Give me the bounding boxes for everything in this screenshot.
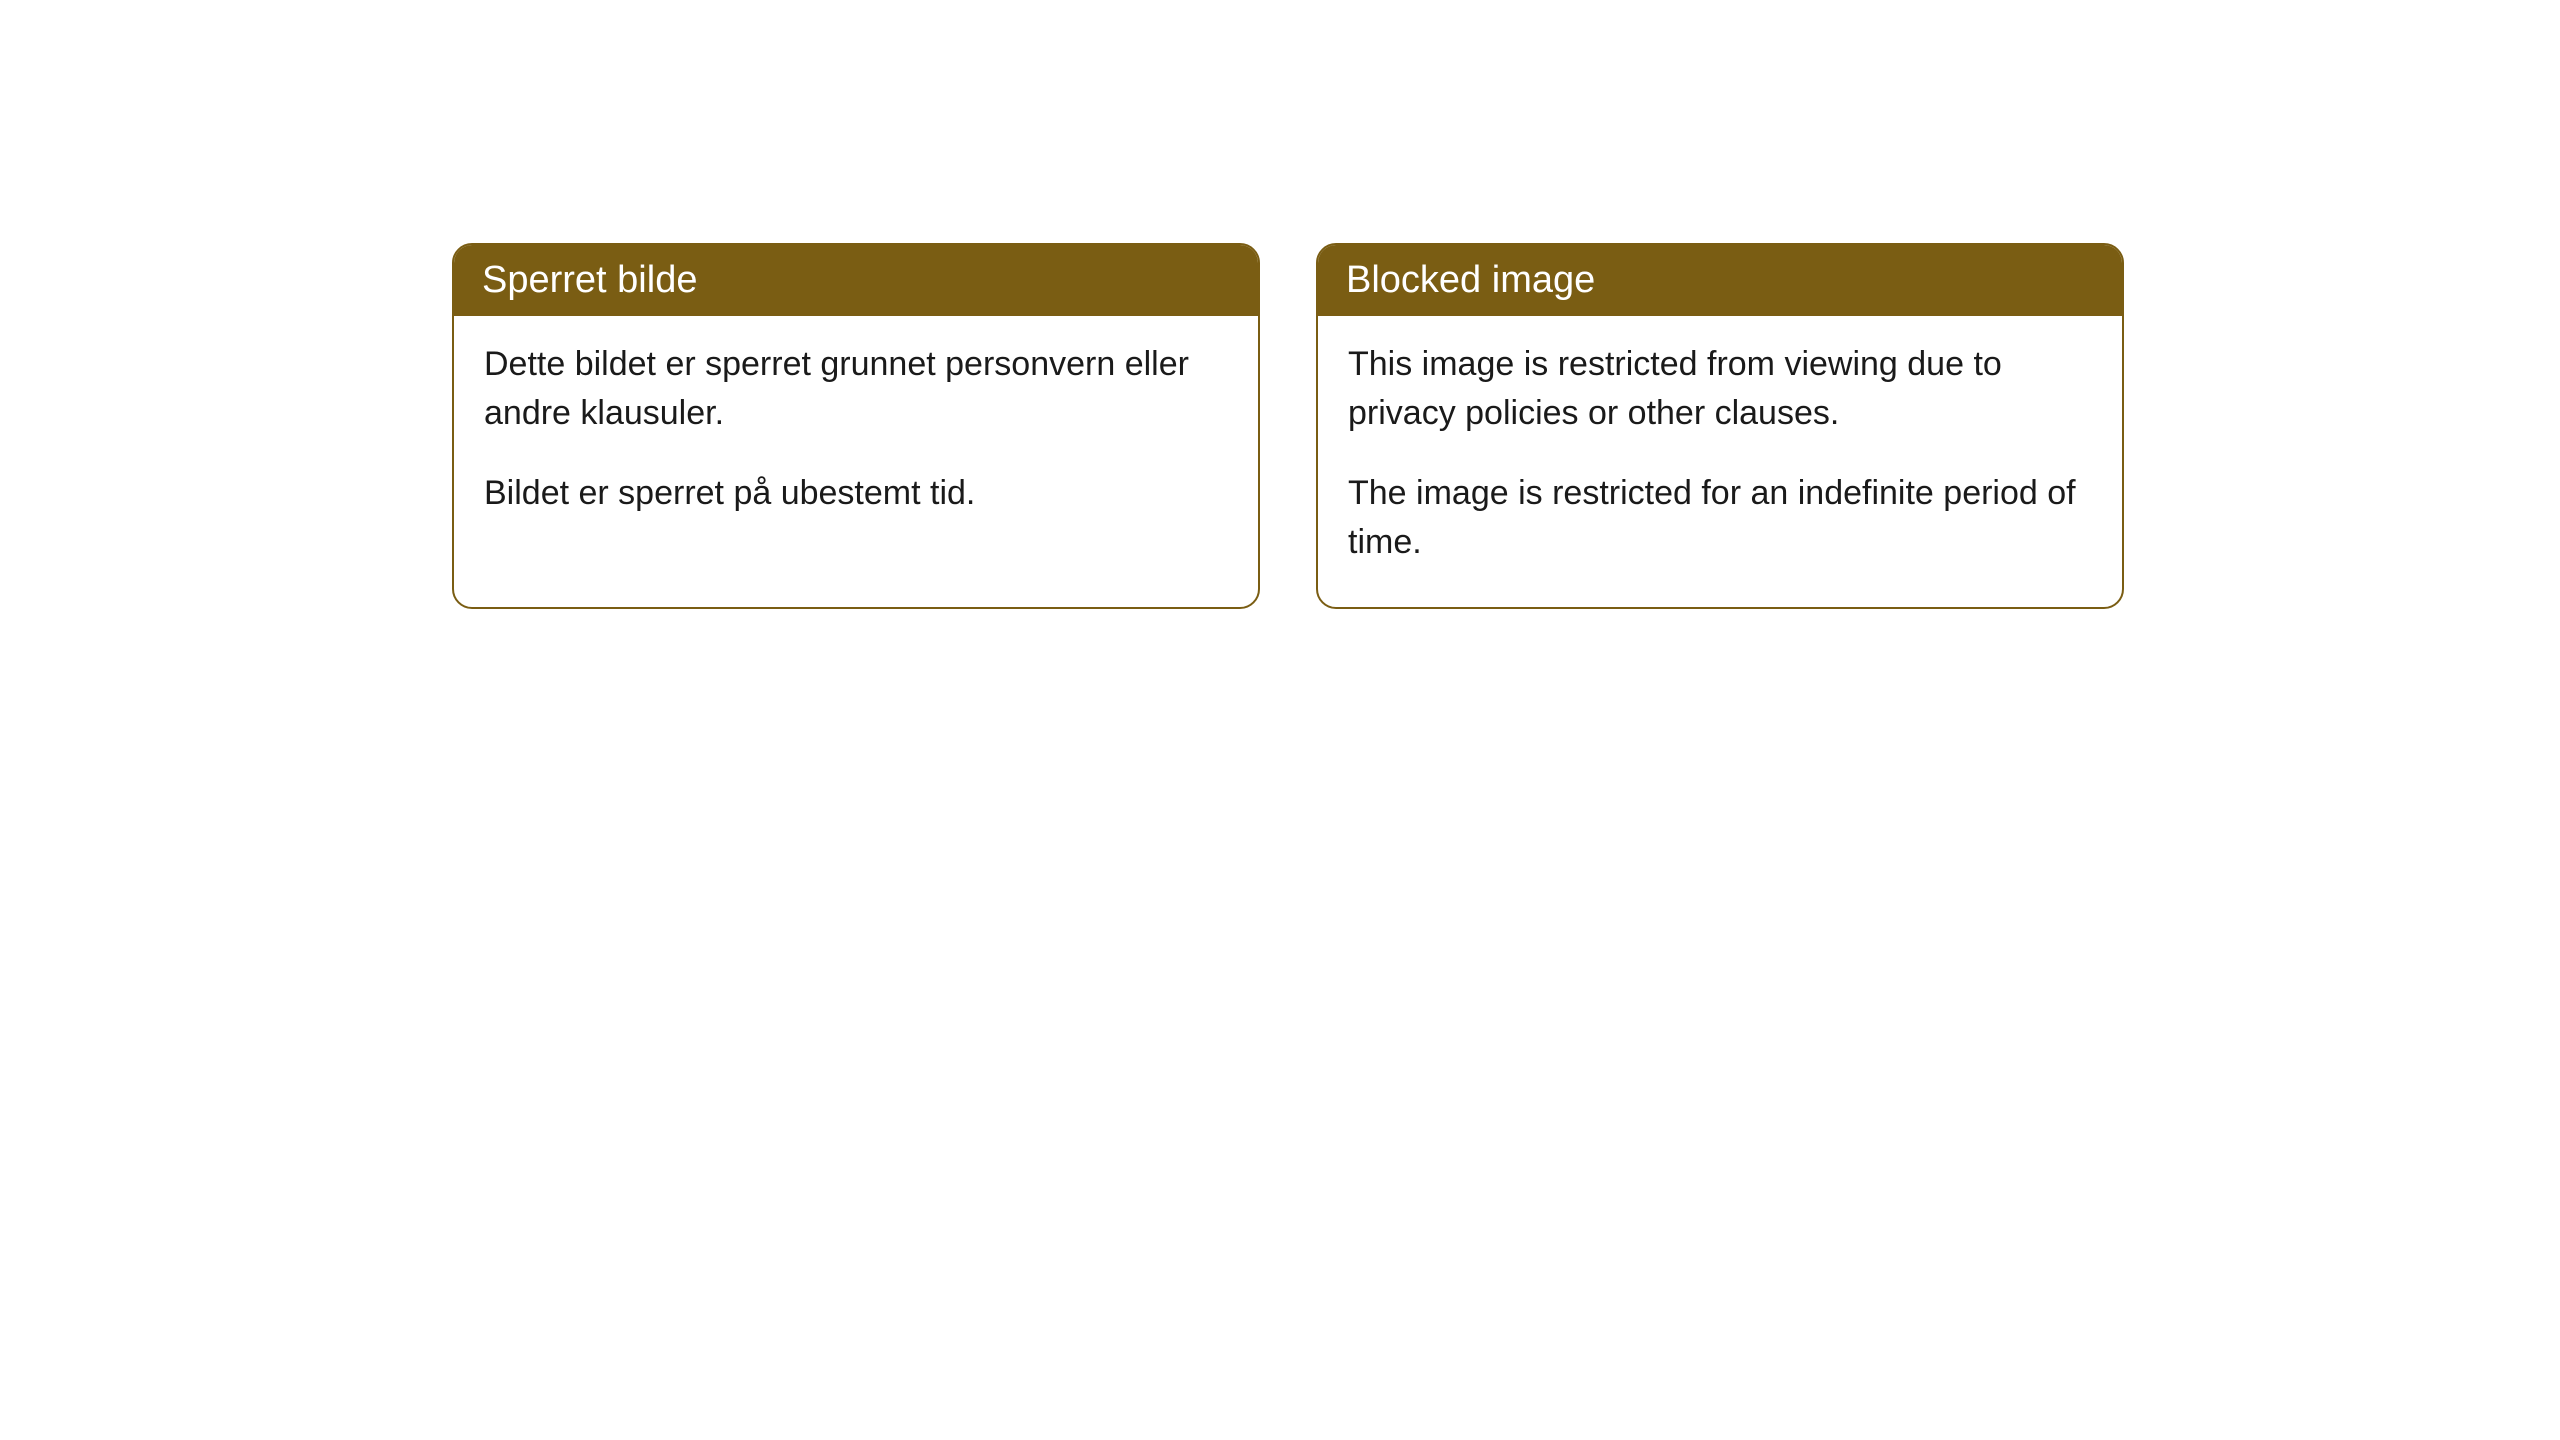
card-header: Blocked image [1318, 245, 2122, 316]
card-body: This image is restricted from viewing du… [1318, 316, 2122, 607]
card-paragraph: This image is restricted from viewing du… [1348, 340, 2092, 439]
card-title: Sperret bilde [482, 259, 697, 301]
card-header: Sperret bilde [454, 245, 1258, 316]
notice-card-english: Blocked image This image is restricted f… [1316, 243, 2124, 609]
card-body: Dette bildet er sperret grunnet personve… [454, 316, 1258, 558]
notice-cards-container: Sperret bilde Dette bildet er sperret gr… [452, 243, 2124, 609]
card-paragraph: Dette bildet er sperret grunnet personve… [484, 340, 1228, 439]
card-title: Blocked image [1346, 259, 1595, 301]
card-paragraph: Bildet er sperret på ubestemt tid. [484, 469, 1228, 518]
card-paragraph: The image is restricted for an indefinit… [1348, 469, 2092, 568]
notice-card-norwegian: Sperret bilde Dette bildet er sperret gr… [452, 243, 1260, 609]
